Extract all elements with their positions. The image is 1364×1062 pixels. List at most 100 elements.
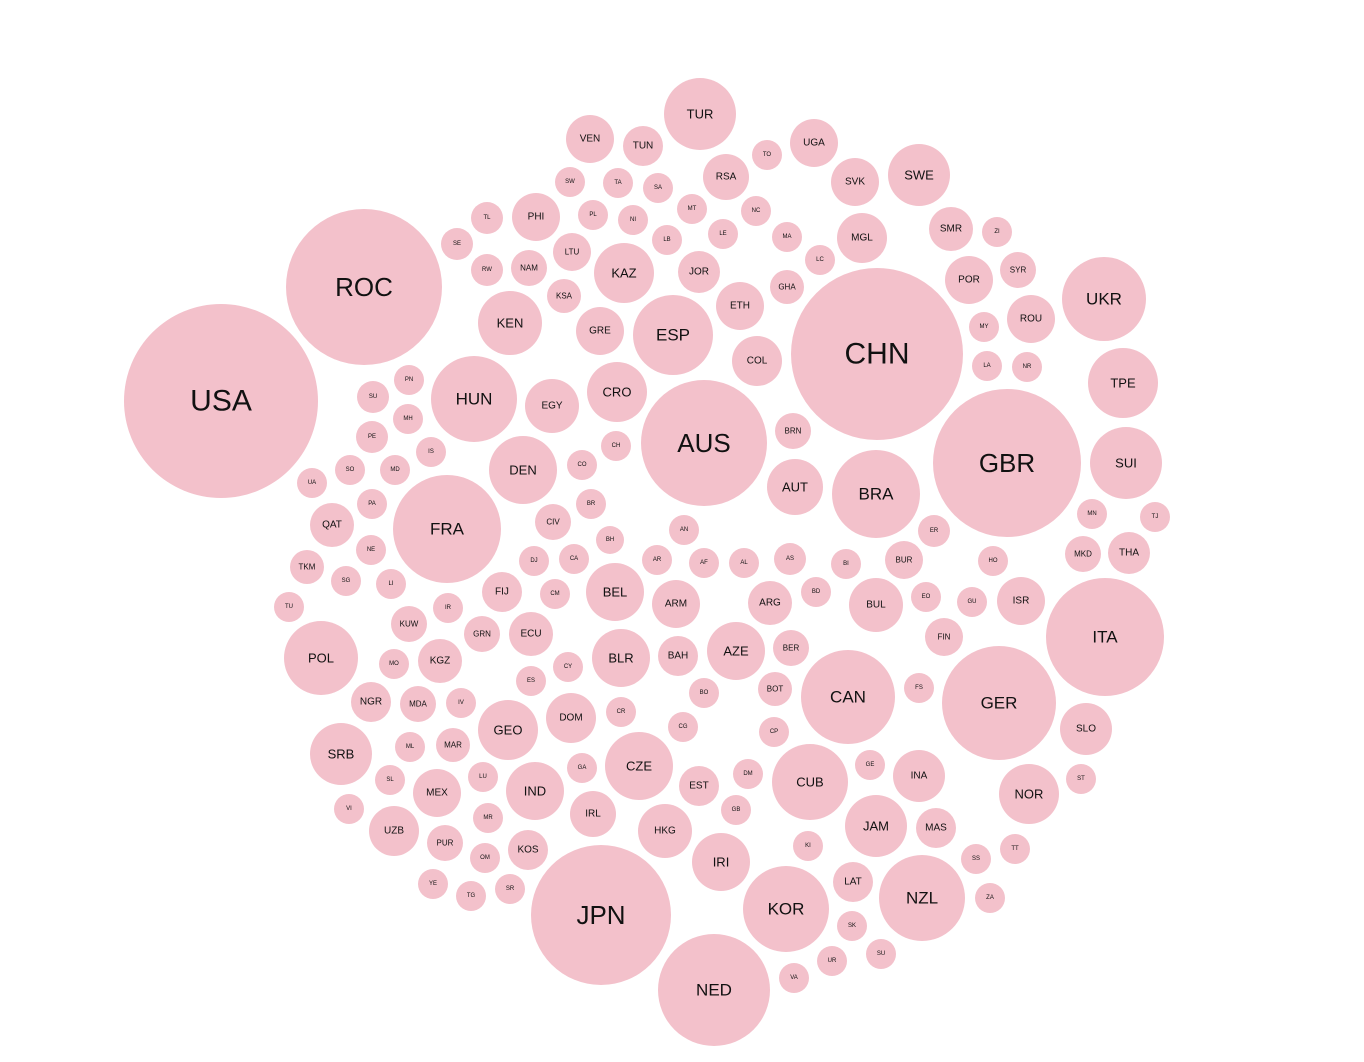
bubble-label-pa: PA xyxy=(368,501,376,507)
bubble-label-ge: GE xyxy=(866,762,875,768)
bubble-rou xyxy=(1007,295,1055,343)
bubble-label-usa: USA xyxy=(190,385,252,418)
bubble-tha xyxy=(1108,532,1150,574)
bubble-label-rw: RW xyxy=(482,267,492,273)
bubble-fs xyxy=(904,673,934,703)
bubble-af xyxy=(689,548,719,578)
bubble-kuw xyxy=(391,606,427,642)
bubble-label-srb: SRB xyxy=(328,747,355,762)
bubble-label-bra: BRA xyxy=(859,485,895,504)
bubble-fij xyxy=(482,572,522,612)
bubble-lb xyxy=(652,225,682,255)
bubble-pur xyxy=(427,825,463,861)
bubble-label-kuw: KUW xyxy=(400,620,419,629)
bubble-label-br: BR xyxy=(587,501,596,507)
bubble-nam xyxy=(511,250,547,286)
bubble-label-ecu: ECU xyxy=(520,629,541,640)
bubble-pa xyxy=(357,489,387,519)
bubble-label-arg: ARG xyxy=(759,598,781,609)
bubble-label-pl: PL xyxy=(589,212,597,218)
bubble-label-fs: FS xyxy=(915,685,923,691)
bubble-label-dj: DJ xyxy=(530,558,537,564)
bubble-gb xyxy=(721,795,751,825)
bubble-label-mda: MDA xyxy=(409,700,427,709)
bubble-tkm xyxy=(290,550,324,584)
bubble-label-nam: NAM xyxy=(520,264,538,273)
bubble-ge xyxy=(855,750,885,780)
bubble-label-vi: VI xyxy=(346,806,352,812)
bubble-label-cg: CG xyxy=(679,724,688,730)
bubble-sk xyxy=(837,911,867,941)
bubble-label-den: DEN xyxy=(509,463,536,478)
bubble-cm xyxy=(540,579,570,609)
bubble-label-za: ZA xyxy=(986,895,994,901)
bubble-label-le: LE xyxy=(719,231,726,237)
bubble-label-kaz: KAZ xyxy=(611,266,636,281)
bubble-label-qat: QAT xyxy=(322,520,342,531)
bubble-sr xyxy=(495,874,525,904)
bubble-fra xyxy=(393,475,501,583)
bubble-aze xyxy=(707,622,765,680)
bubble-mar xyxy=(436,728,470,762)
bubble-lu xyxy=(468,762,498,792)
bubble-label-kor: KOR xyxy=(768,900,805,919)
bubble-label-pol: POL xyxy=(308,651,334,666)
bubble-label-blr: BLR xyxy=(608,651,633,666)
bubble-label-ar: AR xyxy=(653,557,662,563)
bubble-slo xyxy=(1060,703,1112,755)
bubble-an xyxy=(669,515,699,545)
bubble-label-col: COL xyxy=(747,356,768,367)
bubble-label-al: AL xyxy=(740,560,748,566)
bubble-label-as: AS xyxy=(786,556,794,562)
bubble-jor xyxy=(678,251,720,293)
bubble-por xyxy=(945,256,993,304)
bubble-lat xyxy=(833,862,873,902)
bubble-label-hun: HUN xyxy=(456,390,493,409)
bubble-le xyxy=(708,219,738,249)
bubble-br xyxy=(576,489,606,519)
bubble-iv xyxy=(446,688,476,718)
bubble-dj xyxy=(519,546,549,576)
bubble-ho xyxy=(978,546,1008,576)
bubble-nor xyxy=(999,764,1059,824)
bubble-label-tkm: TKM xyxy=(299,563,316,572)
bubble-label-syr: SYR xyxy=(1010,266,1027,275)
bubble-label-kgz: KGZ xyxy=(430,656,451,667)
bubble-bo xyxy=(689,678,719,708)
bubble-ven xyxy=(566,115,614,163)
bubble-vi xyxy=(334,794,364,824)
bubble-label-tha: THA xyxy=(1119,548,1139,559)
bubble-label-gbr: GBR xyxy=(979,448,1035,478)
bubble-label-bul: BUL xyxy=(866,600,886,611)
bubble-label-lc: LC xyxy=(816,257,824,263)
bubble-label-lat: LAT xyxy=(844,877,862,888)
bubble-label-se: SE xyxy=(453,241,461,247)
bubble-label-er: ER xyxy=(930,528,939,534)
bubble-ecu xyxy=(509,612,553,656)
bubble-bel xyxy=(586,563,644,621)
bubble-ta xyxy=(603,168,633,198)
bubble-chn xyxy=(791,268,963,440)
bubble-jpn xyxy=(531,845,671,985)
bubble-label-om: OM xyxy=(480,855,490,861)
bubble-label-aut: AUT xyxy=(782,480,808,495)
bubble-label-bah: BAH xyxy=(668,651,689,662)
bubble-su xyxy=(357,381,389,413)
bubble-va xyxy=(779,963,809,993)
bubble-phi xyxy=(512,193,560,241)
bubble-label-fin: FIN xyxy=(938,633,951,642)
bubble-uga xyxy=(790,119,838,167)
bubble-dm xyxy=(733,759,763,789)
bubble-cy xyxy=(553,652,583,682)
bubble-ml xyxy=(395,732,425,762)
bubble-egy xyxy=(525,379,579,433)
bubble-label-lb: LB xyxy=(663,237,670,243)
bubble-smr xyxy=(929,207,973,251)
bubble-label-ye: YE xyxy=(429,881,437,887)
bubble-label-ita: ITA xyxy=(1092,628,1118,647)
bubble-mkd xyxy=(1065,536,1101,572)
bubble-label-mex: MEX xyxy=(426,788,448,799)
bubble-label-tg: TG xyxy=(467,893,476,899)
bubble-ukr xyxy=(1062,257,1146,341)
bubble-tg xyxy=(456,881,486,911)
